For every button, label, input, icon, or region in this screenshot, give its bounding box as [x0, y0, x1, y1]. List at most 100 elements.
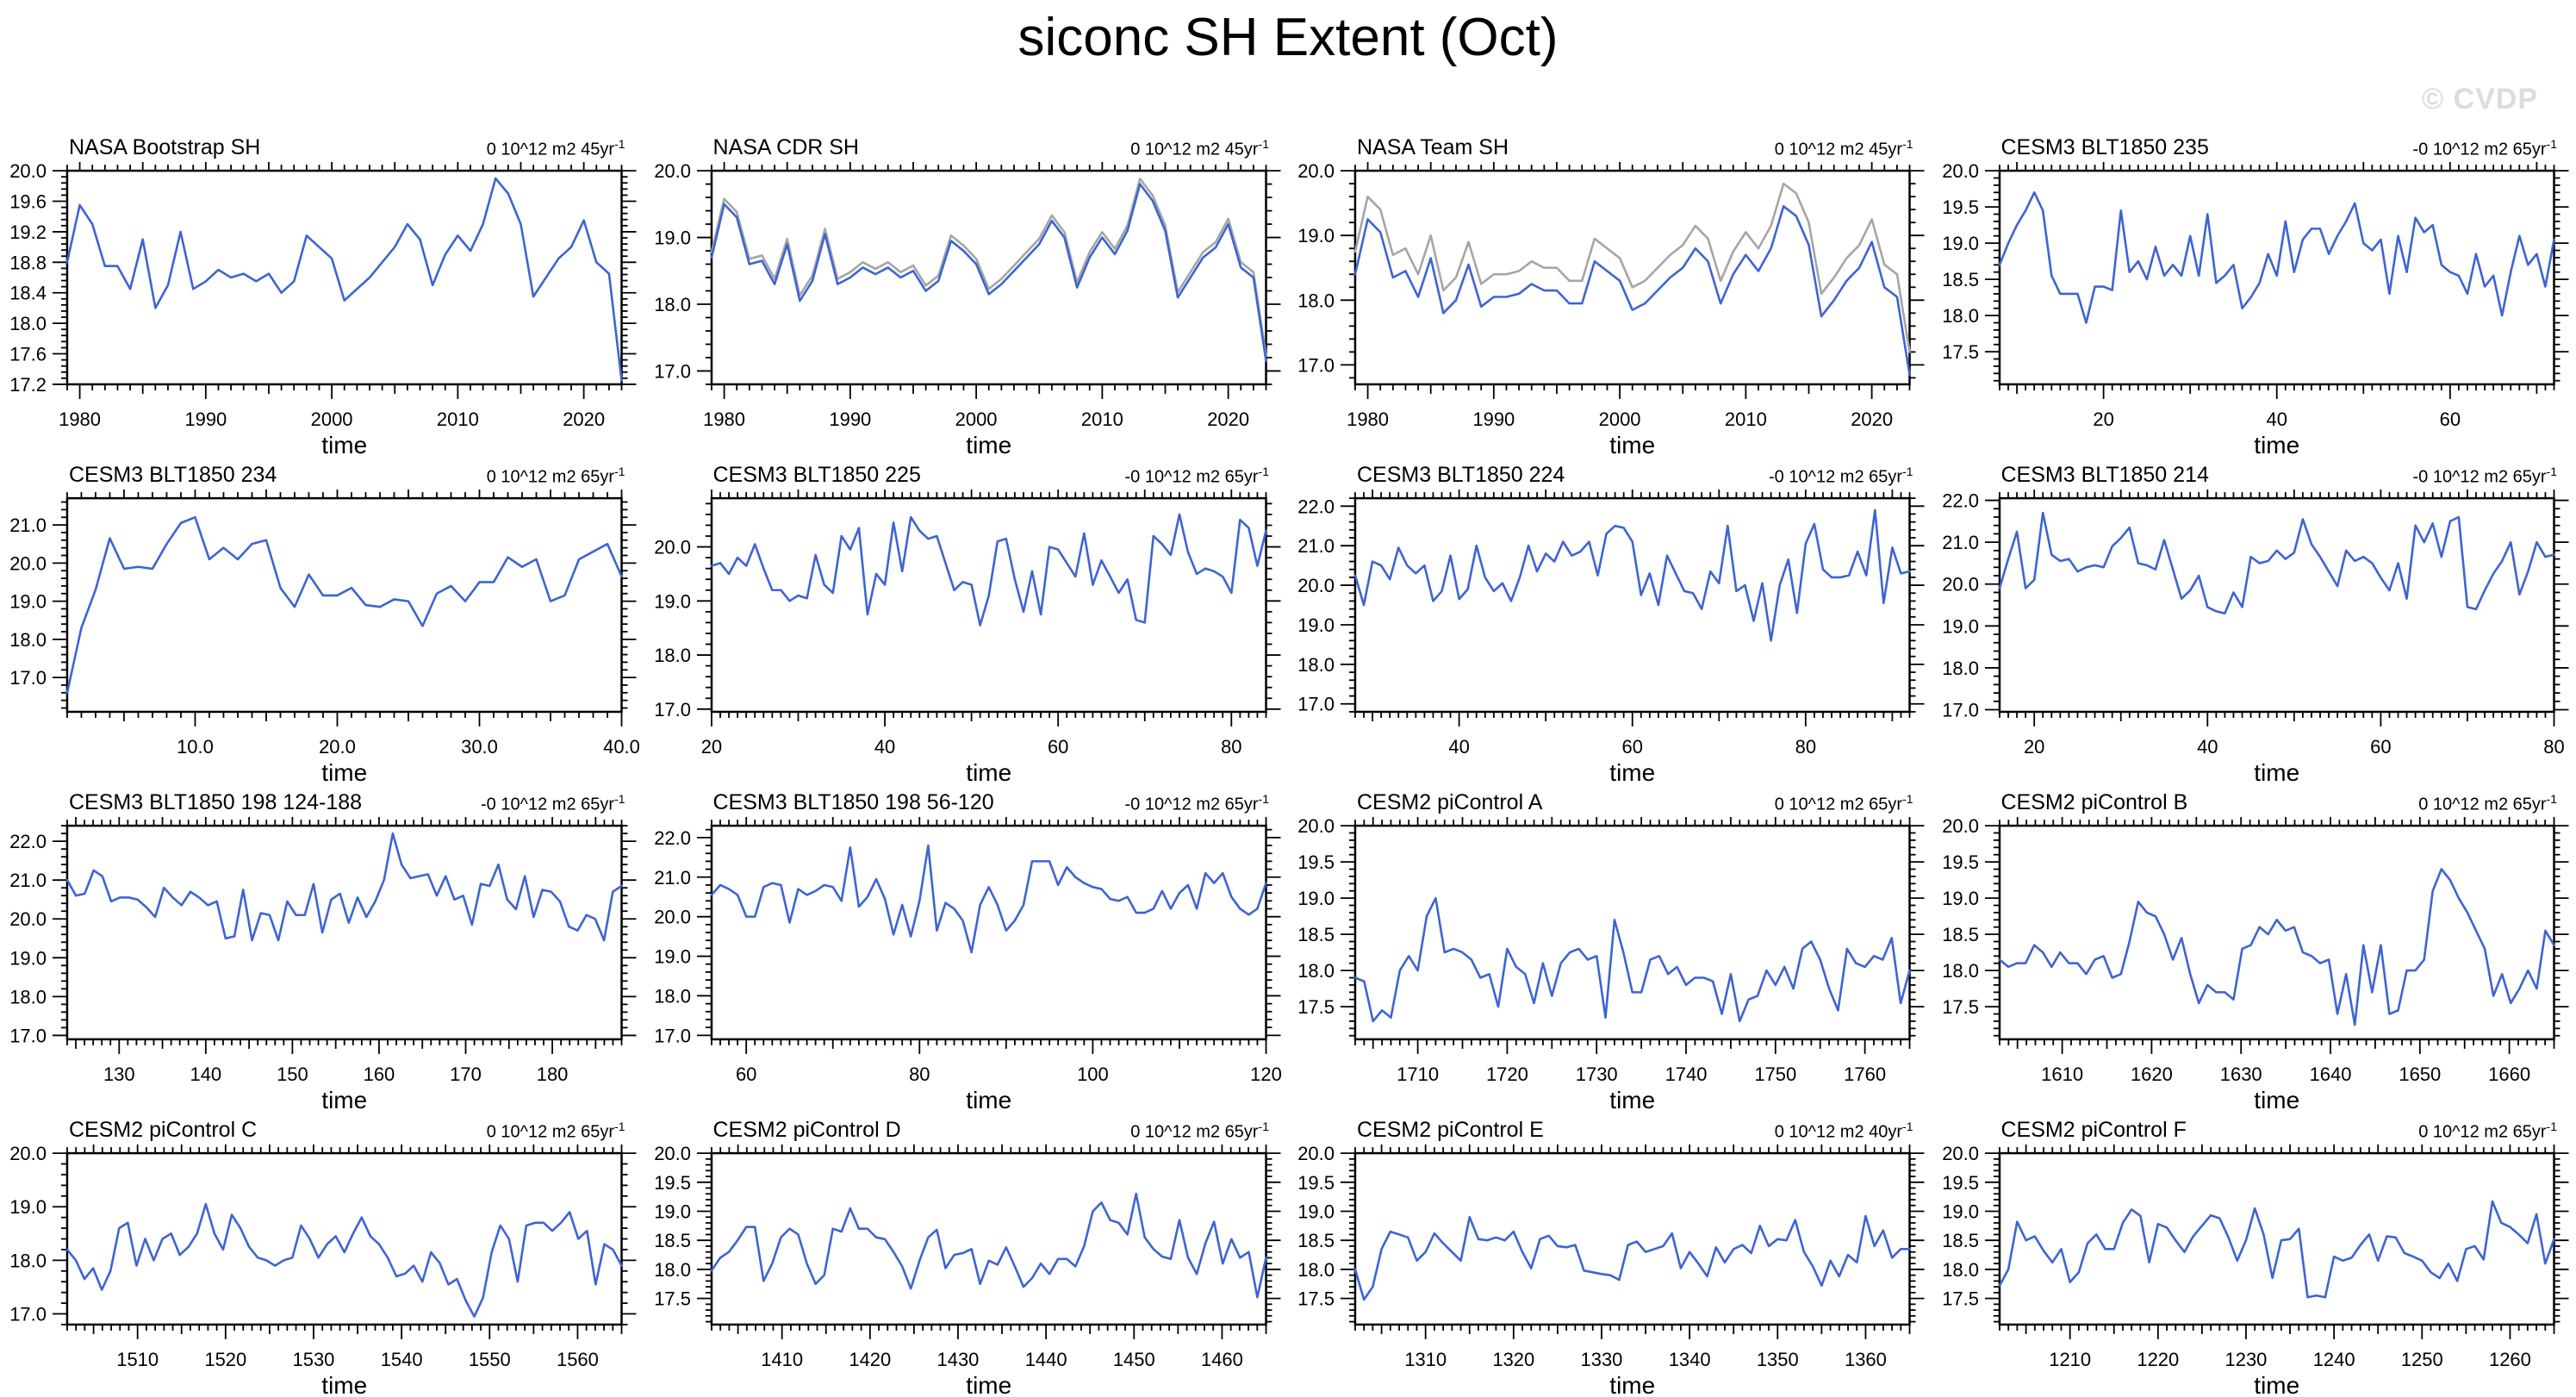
svg-text:10.0: 10.0 [177, 736, 214, 758]
panel-header: NASA Team SH 0 10^12 m2 45yr-1 [1293, 129, 1927, 162]
svg-text:18.0: 18.0 [1942, 960, 1979, 982]
svg-text:40: 40 [874, 736, 894, 758]
trend-label: 0 10^12 m2 65yr-1 [1774, 792, 1913, 814]
svg-text:19.0: 19.0 [1297, 225, 1335, 246]
svg-text:18.4: 18.4 [9, 283, 47, 304]
panel-cesm3-blt1850-225: CESM3 BLT1850 225 -0 10^12 m2 65yr-1 20.0 1… [644, 457, 1289, 784]
panel-title: CESM2 piControl A [1357, 790, 1543, 814]
plot-canvas: 20.0 19.0 18.0 17.0 1510 1520 1530 1540 1550 1560… [9, 1144, 637, 1397]
svg-text:1510: 1510 [116, 1349, 159, 1370]
trend-exponent: -1 [1258, 792, 1269, 807]
svg-text:1230: 1230 [2224, 1349, 2267, 1370]
panel-cesm3-blt1850-214: CESM3 BLT1850 214 -0 10^12 m2 65yr-1 22.0 2… [1932, 457, 2576, 784]
plot-canvas: 20.0 19.0 18.0 17.0 1980 1990 2000 2010 2020 time [1297, 162, 1925, 457]
series-model [65, 1202, 623, 1318]
series-secondary-gray [1353, 182, 1911, 353]
trend-label: 0 10^12 m2 45yr-1 [1130, 137, 1269, 159]
svg-text:60: 60 [1622, 736, 1643, 758]
svg-text:1990: 1990 [184, 408, 227, 430]
panel-title: CESM2 piControl F [2000, 1118, 2187, 1142]
plot-canvas: 20.0 19.5 19.0 18.5 18.0 17.5 1210 1220 1230 1240… [1942, 1144, 2569, 1397]
svg-text:1450: 1450 [1112, 1349, 1154, 1370]
chart-grid: NASA Bootstrap SH 0 10^12 m2 45yr-1 20.0 19… [0, 129, 2576, 1397]
svg-text:time: time [321, 1372, 367, 1397]
svg-text:18.0: 18.0 [1297, 290, 1335, 311]
svg-text:19.0: 19.0 [1942, 233, 1979, 254]
cvdp-watermark: © CVDP [2422, 83, 2538, 115]
trend-exponent: -1 [614, 465, 625, 479]
svg-text:20.0: 20.0 [1297, 1144, 1335, 1164]
plot-canvas: 20.0 19.5 19.0 18.5 18.0 17.5 20 40 60 time [1942, 162, 2569, 457]
panel-nasa-bootstrap-sh: NASA Bootstrap SH 0 10^12 m2 45yr-1 20.0 19… [0, 129, 644, 457]
trend-exponent: -1 [614, 792, 625, 807]
series-primary-blue [710, 183, 1267, 363]
svg-text:1460: 1460 [1200, 1349, 1242, 1370]
svg-text:18.5: 18.5 [1297, 924, 1335, 945]
series-model [710, 1192, 1267, 1299]
page-title: siconc SH Extent (Oct) [1017, 8, 1559, 67]
svg-text:1350: 1350 [1757, 1349, 1799, 1370]
svg-text:19.0: 19.0 [1942, 615, 1979, 637]
plot-canvas: 22.0 21.0 20.0 19.0 18.0 17.0 130 140 150 160 170 1… [9, 817, 637, 1112]
svg-text:2010: 2010 [437, 408, 479, 430]
trend-exponent: -1 [1258, 1119, 1269, 1134]
trend-label: 0 10^12 m2 65yr-1 [2418, 792, 2557, 814]
panel-cesm3-blt1850-198-56-120: CESM3 BLT1850 198 56-120 -0 10^12 m2 65yr… [644, 784, 1289, 1112]
svg-text:20.0: 20.0 [1297, 162, 1335, 182]
svg-text:18.0: 18.0 [9, 629, 47, 651]
plot-canvas: 22.0 21.0 20.0 19.0 18.0 17.0 60 80 100 120 time [654, 817, 1282, 1112]
svg-text:120: 120 [1250, 1063, 1282, 1085]
svg-text:1750: 1750 [1754, 1063, 1796, 1085]
svg-text:1720: 1720 [1486, 1063, 1528, 1085]
svg-text:1560: 1560 [557, 1349, 599, 1370]
svg-text:17.0: 17.0 [9, 1025, 47, 1046]
svg-text:140: 140 [190, 1063, 222, 1085]
svg-text:2020: 2020 [1207, 408, 1249, 430]
svg-text:time: time [1609, 759, 1655, 784]
panel-header: CESM2 piControl C 0 10^12 m2 65yr-1 [5, 1112, 639, 1144]
svg-text:21.0: 21.0 [9, 515, 47, 536]
trend-label: 0 10^12 m2 45yr-1 [1774, 137, 1913, 159]
panel-header: CESM3 BLT1850 234 0 10^12 m2 65yr-1 [5, 457, 639, 490]
trend-exponent: -1 [2546, 1119, 2557, 1134]
trend-label: 0 10^12 m2 65yr-1 [486, 1119, 625, 1142]
svg-text:20.0: 20.0 [1942, 1144, 1979, 1164]
svg-text:time: time [966, 1087, 1011, 1112]
svg-text:17.2: 17.2 [9, 374, 47, 396]
svg-text:20.0: 20.0 [1942, 574, 1979, 596]
svg-text:1550: 1550 [469, 1349, 511, 1370]
trend-label: -0 10^12 m2 65yr-1 [1124, 792, 1269, 814]
svg-text:30.0: 30.0 [461, 736, 498, 758]
svg-text:21.0: 21.0 [1297, 535, 1335, 557]
svg-text:17.0: 17.0 [654, 699, 691, 720]
trend-exponent: -1 [2546, 792, 2557, 807]
svg-text:20.0: 20.0 [654, 907, 691, 928]
svg-text:18.0: 18.0 [1942, 658, 1979, 679]
panel-title: CESM2 piControl C [69, 1118, 258, 1142]
svg-text:time: time [2254, 1372, 2299, 1397]
svg-text:1260: 1260 [2488, 1349, 2530, 1370]
svg-text:17.6: 17.6 [9, 344, 47, 365]
svg-text:17.0: 17.0 [9, 1304, 47, 1325]
trend-exponent: -1 [614, 1119, 625, 1134]
svg-text:170: 170 [450, 1063, 482, 1085]
svg-text:180: 180 [537, 1063, 569, 1085]
svg-text:19.0: 19.0 [1942, 888, 1979, 909]
svg-text:20.0: 20.0 [654, 162, 691, 182]
svg-text:1710: 1710 [1397, 1063, 1439, 1085]
svg-text:80: 80 [1221, 736, 1241, 758]
svg-text:19.6: 19.6 [9, 191, 47, 213]
svg-text:19.0: 19.0 [9, 591, 47, 613]
svg-text:1630: 1630 [2219, 1063, 2262, 1085]
svg-text:19.0: 19.0 [654, 946, 691, 968]
svg-text:1990: 1990 [1472, 408, 1515, 430]
svg-text:60: 60 [735, 1063, 756, 1085]
trend-label: -0 10^12 m2 65yr-1 [2412, 465, 2557, 487]
svg-text:1430: 1430 [936, 1349, 979, 1370]
svg-text:22.0: 22.0 [1942, 490, 1979, 512]
panel-title: CESM2 piControl B [2000, 790, 2188, 814]
svg-text:22.0: 22.0 [1297, 496, 1335, 517]
panel-header: CESM2 piControl A 0 10^12 m2 65yr-1 [1293, 784, 1927, 817]
svg-text:18.0: 18.0 [1297, 960, 1335, 982]
svg-text:18.0: 18.0 [9, 986, 47, 1007]
